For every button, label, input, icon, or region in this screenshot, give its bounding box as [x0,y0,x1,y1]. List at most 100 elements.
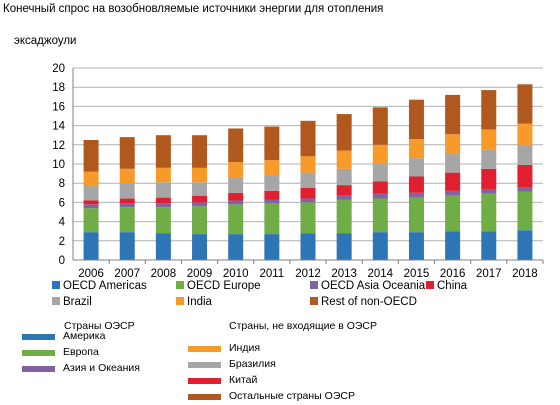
bar-segment [83,232,99,260]
bar-segment [336,233,352,260]
bar-segment [372,164,388,182]
bar-segment [445,190,461,196]
bar-segment [264,199,280,204]
bar-segment [517,84,533,124]
bar-segment [408,192,424,198]
bar-segment [119,198,135,204]
legend-swatch [426,281,434,289]
bar-segment [408,99,424,140]
bar-segment [408,197,424,233]
y-tick-label: 0 [59,255,65,267]
bar-segment [372,232,388,260]
bar-segment [445,231,461,260]
legend-ru-swatch [22,366,55,372]
bar-segment [481,231,497,260]
bar-segment [192,202,208,207]
bar-segment [192,206,208,235]
bar-segment [119,232,135,260]
legend-label: India [187,296,213,308]
bar-segment [119,137,135,169]
bar-segment [481,149,497,169]
bar-segment [155,182,171,198]
bar-segment [264,160,280,176]
bar-segment [119,207,135,233]
legend-label: OECD Europe [187,280,261,292]
bar-segment [408,232,424,260]
y-tick-label: 2 [59,236,65,248]
bar-segment [155,203,171,208]
bar-segment [445,195,461,232]
y-tick-label: 4 [59,217,66,229]
bar-stack-group [83,84,533,260]
bar-segment [336,168,352,186]
bar-segment [481,129,497,150]
y-axis-label: эксаджоули [14,35,76,47]
bar-segment [336,185,352,196]
legend-swatch [310,297,318,305]
x-tick-label: 2012 [295,268,321,280]
y-tick-label: 6 [59,197,65,209]
bar-segment [517,191,533,231]
bar-segment [517,164,533,188]
bar-segment [155,197,171,204]
legend-label: Brazil [63,296,92,308]
bar-segment [83,186,99,201]
bar-segment [336,150,352,169]
bar-segment [372,193,388,199]
bar-segment [300,156,316,173]
legend-ru-label: Индия [229,342,260,354]
bar-segment [445,172,461,191]
bar-segment [300,198,316,203]
bar-segment [372,181,388,194]
bar-segment [228,204,244,235]
bar-segment [192,167,208,183]
x-tick-labels: 2006 2007 2008 2009 2010 2011 2012 2013 2014 2015… [78,268,537,280]
bar-segment [119,168,135,184]
legend-label: OECD Asia Oceania [321,280,426,292]
y-tick-label: 18 [52,82,65,94]
bar-segment [228,234,244,260]
legend-ru-label: Бразилия [229,358,276,370]
x-tick-label: 2013 [331,268,357,280]
bar-segment [155,233,171,260]
legend: OECD Americas OECD Europe OECD Asia Oceani… [52,280,468,308]
legend-ru-swatch [188,362,221,368]
x-tick-label: 2018 [512,268,538,280]
legend-ru-swatch [22,350,55,356]
bar-segment [481,90,497,130]
legend-ru-label: Китай [229,374,258,386]
bar-segment [119,203,135,208]
chart-title: Конечный спрос на возобновляемые источни… [3,3,383,15]
bar-segment [300,233,316,260]
x-tick-label: 2017 [476,268,502,280]
bar-segment [264,234,280,260]
legend-label: OECD Americas [63,280,147,292]
bar-segment [300,172,316,188]
legend-ru-swatch [188,394,221,400]
bar-segment [228,128,244,163]
bar-segment [119,183,135,199]
x-tick-label: 2011 [259,268,284,280]
x-tick-label: 2008 [151,268,177,280]
x-tick-label: 2006 [78,268,104,280]
x-tick-label: 2007 [114,268,140,280]
bar-segment [228,192,244,201]
bar-segment [264,175,280,191]
bar-segment [192,182,208,196]
bar-segment [264,203,280,235]
bar-segment [83,171,99,187]
bar-segment [155,207,171,234]
legend-heading-oecd: Страны ОЭСР [64,320,135,332]
bar-segment [300,188,316,199]
x-tick-label: 2014 [368,268,394,280]
bar-segment [83,200,99,205]
legend-ru-swatch [22,334,55,340]
legend-ru-label: Остальные страны ОЭСР [229,390,355,402]
x-tick-label: 2016 [440,268,466,280]
y-tick-label: 12 [52,140,65,152]
bar-segment [517,144,533,165]
bar-segment [336,199,352,234]
bar-segment [264,126,280,161]
bar-segment [83,204,99,209]
bar-segment [336,114,352,151]
